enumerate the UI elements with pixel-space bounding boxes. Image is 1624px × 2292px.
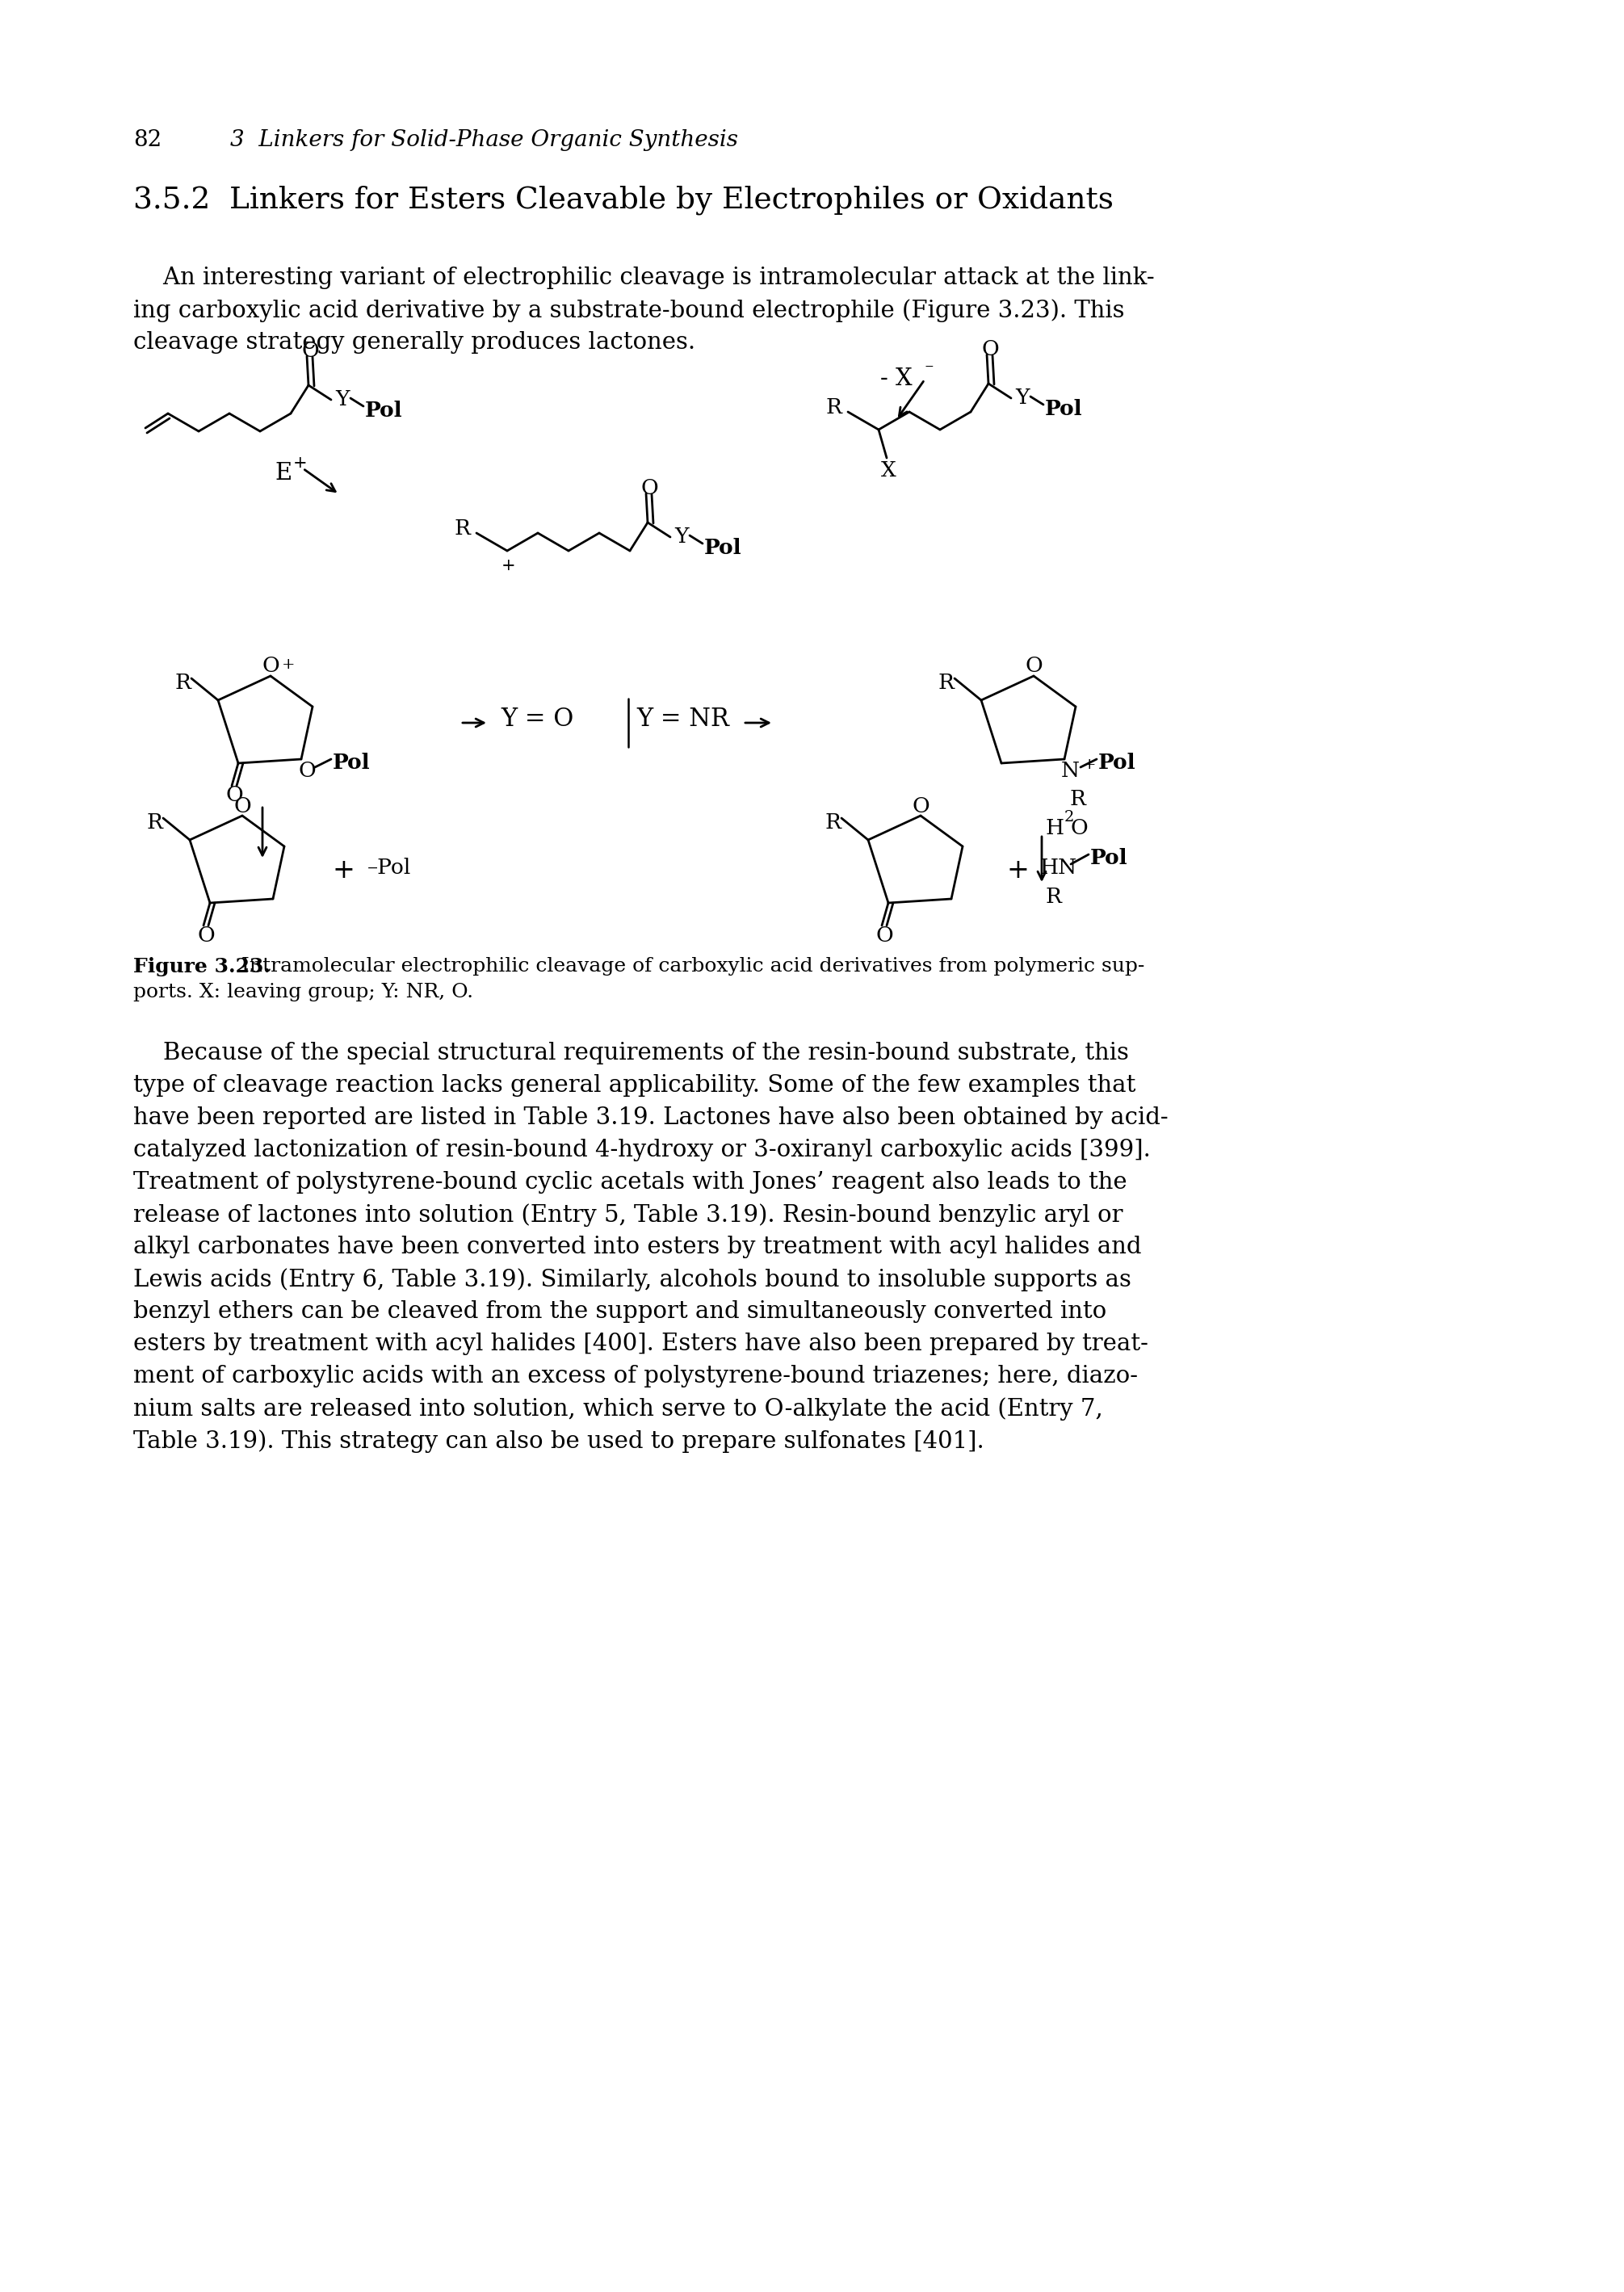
Text: benzyl ethers can be cleaved from the support and simultaneously converted into: benzyl ethers can be cleaved from the su… <box>133 1300 1106 1322</box>
Text: ports. X: leaving group; Y: NR, O.: ports. X: leaving group; Y: NR, O. <box>133 983 473 1002</box>
Text: Pol: Pol <box>705 539 742 559</box>
Text: R: R <box>825 811 841 832</box>
Text: O: O <box>1070 818 1088 839</box>
Text: alkyl carbonates have been converted into esters by treatment with acyl halides : alkyl carbonates have been converted int… <box>133 1235 1142 1258</box>
Text: Treatment of polystyrene-bound cyclic acetals with Jones’ reagent also leads to : Treatment of polystyrene-bound cyclic ac… <box>133 1171 1127 1194</box>
Text: have been reported are listed in Table 3.19. Lactones have also been obtained by: have been reported are listed in Table 3… <box>133 1107 1168 1130</box>
Text: cleavage strategy generally produces lactones.: cleavage strategy generally produces lac… <box>133 330 695 353</box>
Text: –Pol: –Pol <box>367 857 411 878</box>
Text: release of lactones into solution (Entry 5, Table 3.19). Resin-bound benzylic ar: release of lactones into solution (Entry… <box>133 1203 1122 1226</box>
Text: O: O <box>875 926 893 944</box>
Text: O: O <box>981 339 999 360</box>
Text: H: H <box>1046 818 1064 839</box>
Text: Lewis acids (Entry 6, Table 3.19). Similarly, alcohols bound to insoluble suppor: Lewis acids (Entry 6, Table 3.19). Simil… <box>133 1267 1132 1290</box>
Text: Pol: Pol <box>1090 848 1127 869</box>
Text: 2: 2 <box>1064 809 1075 825</box>
Text: ing carboxylic acid derivative by a substrate-bound electrophile (Figure 3.23). : ing carboxylic acid derivative by a subs… <box>133 298 1124 323</box>
Text: catalyzed lactonization of resin-bound 4-hydroxy or 3-oxiranyl carboxylic acids : catalyzed lactonization of resin-bound 4… <box>133 1139 1151 1162</box>
Text: 82: 82 <box>133 128 162 151</box>
Text: Because of the special structural requirements of the resin-bound substrate, thi: Because of the special structural requir… <box>133 1043 1129 1063</box>
Text: Pol: Pol <box>333 754 370 772</box>
Text: N: N <box>1060 761 1080 782</box>
Text: +: + <box>331 857 354 882</box>
Text: R: R <box>939 674 955 692</box>
Text: 3.5.2  Linkers for Esters Cleavable by Electrophiles or Oxidants: 3.5.2 Linkers for Esters Cleavable by El… <box>133 186 1114 215</box>
Text: O: O <box>261 656 279 676</box>
Text: ment of carboxylic acids with an excess of polystyrene-bound triazenes; here, di: ment of carboxylic acids with an excess … <box>133 1364 1138 1387</box>
Text: Pol: Pol <box>1098 754 1135 772</box>
Text: esters by treatment with acyl halides [400]. Esters have also been prepared by t: esters by treatment with acyl halides [4… <box>133 1332 1148 1355</box>
Text: R: R <box>453 518 469 539</box>
Text: 3  Linkers for Solid-Phase Organic Synthesis: 3 Linkers for Solid-Phase Organic Synthe… <box>231 128 739 151</box>
Text: R: R <box>1070 788 1086 809</box>
Text: Pol: Pol <box>365 401 403 422</box>
Text: Y: Y <box>335 390 349 410</box>
Text: Y = NR: Y = NR <box>637 706 729 731</box>
Text: O: O <box>640 477 658 497</box>
Text: Y: Y <box>1015 387 1030 408</box>
Text: E: E <box>274 463 292 484</box>
Text: O: O <box>911 795 929 816</box>
Text: R: R <box>825 399 841 417</box>
Text: Pol: Pol <box>1044 399 1083 419</box>
Text: Table 3.19). This strategy can also be used to prepare sulfonates [401].: Table 3.19). This strategy can also be u… <box>133 1430 984 1453</box>
Text: Figure 3.23.: Figure 3.23. <box>133 958 271 976</box>
Text: R: R <box>1046 887 1062 908</box>
Text: R: R <box>148 811 162 832</box>
Text: +: + <box>1007 857 1028 882</box>
Text: An interesting variant of electrophilic cleavage is intramolecular attack at the: An interesting variant of electrophilic … <box>133 266 1155 289</box>
Text: Y: Y <box>674 527 689 548</box>
Text: ⁻: ⁻ <box>924 362 934 380</box>
Text: O: O <box>302 342 318 360</box>
Text: +: + <box>281 658 296 672</box>
Text: O: O <box>1025 656 1043 676</box>
Text: - X: - X <box>880 367 913 390</box>
Text: nium salts are released into solution, which serve to O-alkylate the acid (Entry: nium salts are released into solution, w… <box>133 1398 1103 1421</box>
Text: Intramolecular electrophilic cleavage of carboxylic acid derivatives from polyme: Intramolecular electrophilic cleavage of… <box>235 958 1145 976</box>
Text: O: O <box>226 786 244 804</box>
Text: +: + <box>1083 759 1096 772</box>
Text: O: O <box>234 795 252 816</box>
Text: type of cleavage reaction lacks general applicability. Some of the few examples : type of cleavage reaction lacks general … <box>133 1075 1135 1098</box>
Text: HN: HN <box>1039 857 1077 878</box>
Text: Y = O: Y = O <box>500 706 573 731</box>
Text: O: O <box>197 926 214 944</box>
Text: X: X <box>880 461 896 479</box>
Text: +: + <box>502 557 516 573</box>
Text: +: + <box>294 456 307 470</box>
Text: R: R <box>175 674 192 692</box>
Text: O: O <box>299 761 315 782</box>
